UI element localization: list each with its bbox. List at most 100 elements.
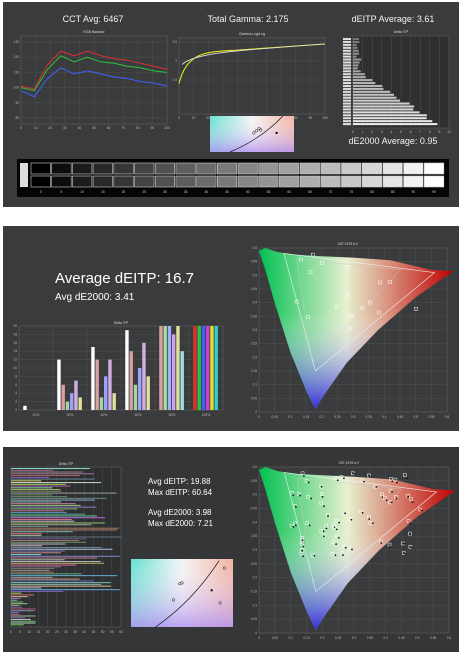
patch-label-block bbox=[343, 120, 351, 123]
deitp-row-bar bbox=[11, 529, 117, 531]
target-square bbox=[333, 525, 337, 530]
x-tick-label: 0.5 bbox=[413, 415, 418, 419]
measured-point bbox=[337, 536, 340, 539]
patch-label-block bbox=[343, 64, 351, 67]
deitp-row-bar bbox=[11, 510, 64, 512]
target-square bbox=[334, 534, 339, 539]
patch-label-block bbox=[343, 96, 351, 99]
measured-point bbox=[409, 522, 411, 525]
swatch-label: 10 bbox=[80, 190, 84, 194]
deitp-bar bbox=[353, 123, 438, 126]
deitp-bar bbox=[353, 67, 358, 70]
grayscale-swatch bbox=[299, 162, 320, 175]
deitp-row-bar bbox=[11, 606, 23, 608]
deitp-bar bbox=[353, 55, 357, 58]
deitp-row-bar bbox=[11, 610, 35, 612]
x-tick-label: 9 bbox=[439, 130, 441, 134]
target-square bbox=[409, 497, 413, 502]
x-tick-label: 50 bbox=[101, 630, 105, 634]
patch-label-block bbox=[343, 73, 351, 76]
deitp-row-bar bbox=[11, 599, 18, 601]
grayscale-swatch bbox=[113, 175, 134, 188]
deitp-row-bar bbox=[11, 508, 78, 510]
measured-point bbox=[351, 548, 353, 551]
y-tick-label: 0.25 bbox=[251, 562, 257, 566]
measured-point bbox=[322, 530, 325, 533]
x-tick-label: 50 bbox=[92, 126, 96, 130]
deitp-row-bar bbox=[11, 573, 82, 575]
delta-bar bbox=[78, 397, 82, 410]
y-tick-label: 18 bbox=[13, 332, 17, 336]
measured-point bbox=[395, 497, 398, 500]
deitp-bar bbox=[353, 108, 414, 111]
x-tick-label: 0.6 bbox=[447, 636, 452, 640]
y-tick-label: 80 bbox=[15, 116, 19, 120]
deitp-row-bar bbox=[11, 536, 121, 538]
target-square bbox=[360, 306, 365, 311]
y-tick-label: 0.05 bbox=[251, 396, 257, 400]
target-square bbox=[290, 491, 294, 495]
x-tick-label: 0.15 bbox=[303, 415, 309, 419]
grayscale-swatch bbox=[299, 175, 320, 188]
delta-bar bbox=[201, 326, 206, 410]
x-tick-label: 10 bbox=[34, 126, 38, 130]
measured-point bbox=[323, 505, 325, 508]
deitp-row-bar bbox=[11, 517, 105, 519]
delta-bar bbox=[180, 351, 184, 410]
x-tick-label: 6 bbox=[410, 130, 412, 134]
target-square bbox=[346, 264, 350, 269]
delta-bar bbox=[57, 359, 61, 410]
delta-bar bbox=[176, 326, 180, 410]
deitp-row-bar bbox=[11, 620, 36, 622]
patch-label-block bbox=[343, 114, 351, 117]
swatch-label: 20 bbox=[122, 190, 126, 194]
patch-label-block bbox=[343, 105, 351, 108]
cct-average-label: CCT Avg: 6467 bbox=[62, 14, 124, 24]
deitp-row-bar bbox=[11, 590, 64, 592]
y-tick-label: 0.4 bbox=[253, 520, 258, 524]
swatch-label: 85 bbox=[391, 190, 395, 194]
delta-bar bbox=[133, 384, 138, 410]
x-tick-label: 70 bbox=[121, 126, 125, 130]
measured-point bbox=[325, 527, 328, 530]
x-tick-label: 0.25 bbox=[334, 415, 340, 419]
x-tick-label: 40% bbox=[101, 413, 108, 417]
gamut-triangle-measured bbox=[296, 477, 402, 584]
target-square bbox=[319, 492, 324, 496]
deitp-row-bar bbox=[11, 483, 66, 485]
deitp-bar bbox=[353, 43, 357, 46]
deitp-row-bar bbox=[11, 511, 67, 513]
grayscale-swatch bbox=[92, 162, 113, 175]
swatch-label: 55 bbox=[267, 190, 271, 194]
measured-point bbox=[407, 495, 410, 498]
max-deitp-label: Max dEITP: 60.64 bbox=[148, 488, 213, 497]
deitp-row-bar bbox=[11, 497, 107, 499]
y-tick-label: 8 bbox=[15, 374, 17, 378]
x-tick-label: 0.3 bbox=[351, 415, 356, 419]
measured-point bbox=[389, 545, 392, 548]
grayscale-swatch bbox=[134, 175, 155, 188]
delta-bar bbox=[74, 380, 78, 410]
measured-point bbox=[292, 494, 295, 496]
measured-point bbox=[403, 542, 406, 545]
deitp-row-bar bbox=[11, 589, 120, 591]
patch-label-block bbox=[343, 40, 351, 43]
calibration-panel-2: Average dEITP: 16.7 Avg dE2000: 3.41 Del… bbox=[3, 226, 459, 431]
target-square bbox=[324, 523, 329, 528]
swatch-label: 30 bbox=[163, 190, 167, 194]
target-square bbox=[342, 544, 347, 549]
grayscale-swatch bbox=[361, 162, 383, 175]
x-tick-label: 0.35 bbox=[367, 636, 373, 640]
target-square bbox=[377, 310, 381, 315]
max-de2000-label: Max dE2000: 7.21 bbox=[148, 519, 213, 528]
white-point-marker bbox=[171, 598, 176, 602]
deitp-bar bbox=[353, 46, 358, 49]
patch-label-block bbox=[343, 108, 351, 111]
target-square bbox=[388, 488, 393, 493]
x-tick-label: 80 bbox=[136, 126, 140, 130]
target-square bbox=[319, 484, 323, 489]
deitp-row-bar bbox=[11, 576, 53, 578]
cie-gamut-chart: CIE 1976 u'v' 0.6 0.55 0.5 0.45 0.4 0.35 0.3 0.2… bbox=[251, 461, 455, 640]
target-point bbox=[275, 131, 278, 135]
